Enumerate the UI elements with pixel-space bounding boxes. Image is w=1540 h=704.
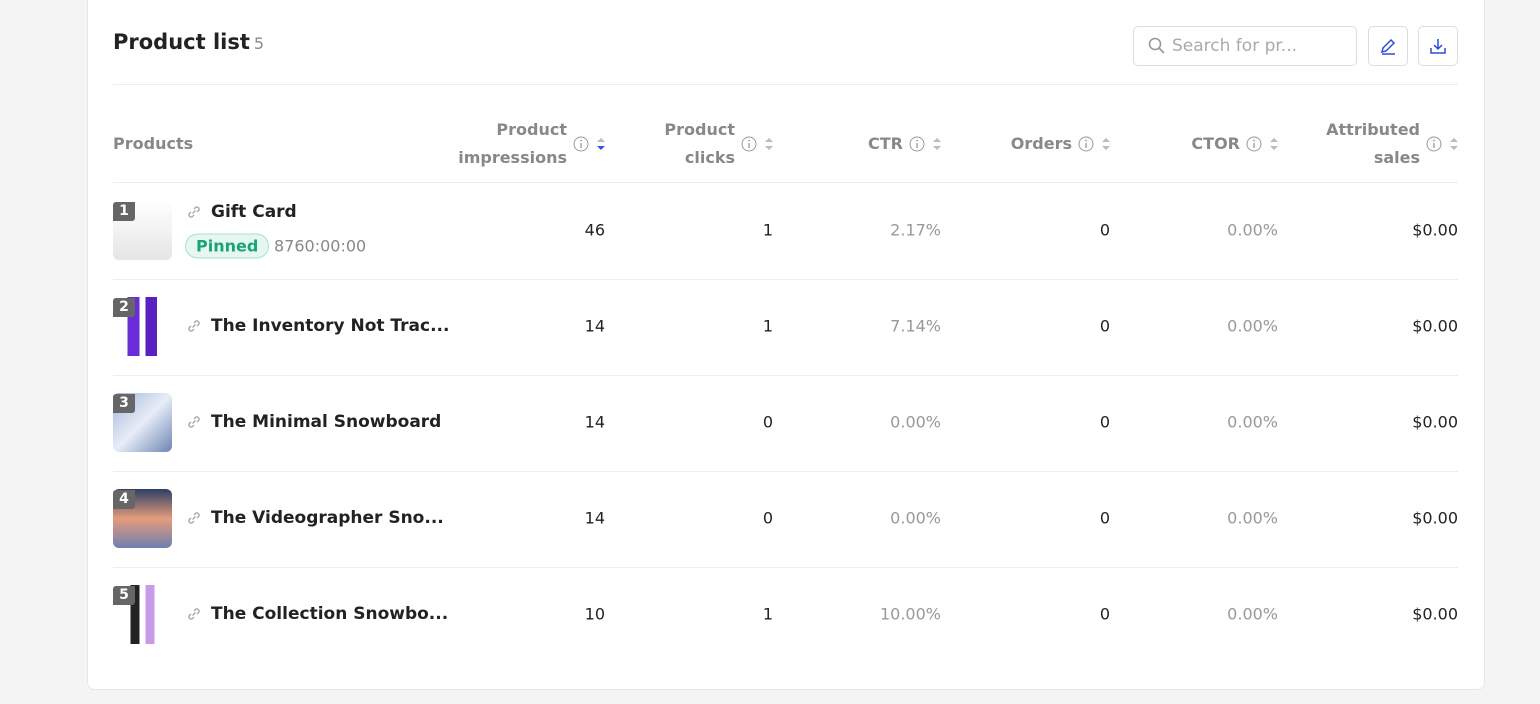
cell: 0 bbox=[1099, 220, 1110, 240]
cell: 1 bbox=[762, 316, 773, 336]
duration: 8760:00:00 bbox=[274, 236, 367, 256]
cell: 0.00% bbox=[1227, 412, 1278, 432]
search-box[interactable]: Search for pr... bbox=[1133, 26, 1357, 66]
link-icon bbox=[185, 605, 203, 627]
cell: 0.00% bbox=[1227, 604, 1278, 624]
cell: $0.00 bbox=[1412, 508, 1458, 528]
cell: $0.00 bbox=[1412, 412, 1458, 432]
product-name[interactable]: The Inventory Not Trac... bbox=[211, 316, 450, 336]
rank-badge: 4 bbox=[113, 490, 135, 509]
cell: 14 bbox=[584, 316, 605, 336]
header-icon-wrap bbox=[573, 135, 609, 157]
rank-badge: 3 bbox=[113, 394, 135, 413]
link-icon bbox=[185, 509, 203, 531]
card bbox=[87, 0, 1485, 690]
header-icon-wrap bbox=[909, 135, 945, 157]
cell: 0.00% bbox=[890, 412, 941, 432]
divider bbox=[113, 84, 1458, 85]
rank-badge: 5 bbox=[113, 586, 135, 605]
cell: 7.14% bbox=[890, 316, 941, 336]
cell: 10 bbox=[584, 604, 605, 624]
divider bbox=[113, 182, 1458, 183]
link-svg bbox=[188, 512, 200, 524]
cell: 14 bbox=[584, 508, 605, 528]
cell: $0.00 bbox=[1412, 316, 1458, 336]
cell: 0 bbox=[1099, 508, 1110, 528]
pinned-badge: Pinned bbox=[185, 233, 270, 259]
link-svg bbox=[188, 416, 200, 428]
link-icon bbox=[185, 203, 203, 225]
edit-icon bbox=[1380, 38, 1396, 55]
cell: $0.00 bbox=[1412, 220, 1458, 240]
header-icons bbox=[1426, 136, 1458, 152]
count: 5 bbox=[253, 34, 265, 53]
column-header: Products bbox=[113, 134, 194, 153]
rank-badge: 1 bbox=[113, 202, 135, 221]
header-icon-wrap bbox=[1426, 135, 1462, 157]
header-icon-wrap bbox=[1246, 135, 1282, 157]
product-name[interactable]: The Videographer Sno... bbox=[211, 508, 444, 528]
cell: 0 bbox=[762, 412, 773, 432]
download-button[interactable] bbox=[1418, 26, 1458, 66]
product-name[interactable]: Gift Card bbox=[211, 202, 297, 222]
cell: 0 bbox=[1099, 604, 1110, 624]
cell: 0.00% bbox=[1227, 220, 1278, 240]
column-header: Product clicks bbox=[664, 120, 735, 167]
cell: 1 bbox=[762, 604, 773, 624]
row-divider bbox=[113, 471, 1458, 472]
link-icon bbox=[185, 413, 203, 435]
link-svg bbox=[188, 608, 200, 620]
edit-button[interactable] bbox=[1368, 26, 1408, 66]
column-header: Product impressions bbox=[458, 120, 567, 167]
header-icons bbox=[1078, 136, 1110, 152]
link-svg bbox=[188, 320, 200, 332]
cell: 0.00% bbox=[890, 508, 941, 528]
header-icons bbox=[1246, 136, 1278, 152]
cell: 0 bbox=[1099, 412, 1110, 432]
column-header: Attributed sales bbox=[1326, 120, 1420, 167]
cell: 0 bbox=[1099, 316, 1110, 336]
header-icon-wrap bbox=[741, 135, 777, 157]
column-header: Orders bbox=[1010, 134, 1072, 153]
row-divider bbox=[113, 567, 1458, 568]
product-name[interactable]: The Collection Snowbo... bbox=[211, 604, 449, 624]
cell: 0.00% bbox=[1227, 508, 1278, 528]
search-icon bbox=[1148, 37, 1165, 54]
column-header: CTR bbox=[868, 134, 903, 153]
cell: 46 bbox=[584, 220, 605, 240]
cell: 1 bbox=[762, 220, 773, 240]
search-placeholder: Search for pr... bbox=[1172, 36, 1298, 56]
cell: 14 bbox=[584, 412, 605, 432]
header-icons bbox=[741, 136, 773, 152]
download-icon bbox=[1430, 39, 1446, 54]
link-svg bbox=[188, 206, 200, 218]
link-icon bbox=[185, 317, 203, 339]
cell: 0.00% bbox=[1227, 316, 1278, 336]
cell: 2.17% bbox=[890, 220, 941, 240]
header-icons bbox=[909, 136, 941, 152]
row-divider bbox=[113, 279, 1458, 280]
title: Product list bbox=[113, 30, 250, 54]
row-divider bbox=[113, 375, 1458, 376]
product-name[interactable]: The Minimal Snowboard bbox=[211, 412, 442, 432]
header-icon-wrap bbox=[1078, 135, 1114, 157]
rank-badge: 2 bbox=[113, 298, 135, 317]
cell: 0 bbox=[762, 508, 773, 528]
column-header: CTOR bbox=[1191, 134, 1240, 153]
cell: $0.00 bbox=[1412, 604, 1458, 624]
cell: 10.00% bbox=[879, 604, 941, 624]
title-wrap: Product list 5 bbox=[113, 30, 264, 54]
header-icons bbox=[573, 136, 605, 152]
